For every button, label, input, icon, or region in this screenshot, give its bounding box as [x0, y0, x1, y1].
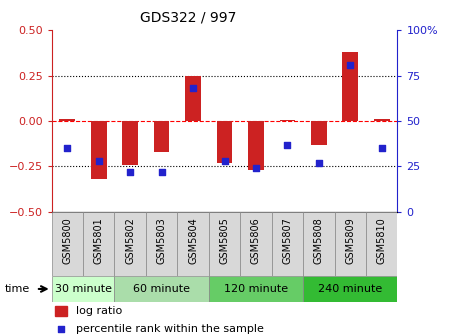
Bar — [209, 212, 240, 276]
Bar — [248, 121, 264, 170]
Point — [378, 145, 385, 151]
Text: GSM5800: GSM5800 — [62, 217, 72, 263]
Text: 120 minute: 120 minute — [224, 284, 288, 294]
Text: log ratio: log ratio — [76, 306, 122, 316]
Point — [127, 169, 134, 174]
Text: GSM5810: GSM5810 — [377, 217, 387, 263]
Text: GSM5801: GSM5801 — [94, 217, 104, 263]
Text: 30 minute: 30 minute — [55, 284, 111, 294]
Bar — [122, 121, 138, 165]
Bar — [52, 212, 83, 276]
Point — [95, 158, 102, 164]
Bar — [374, 119, 390, 121]
Text: GSM5808: GSM5808 — [314, 217, 324, 263]
Text: GSM5806: GSM5806 — [251, 217, 261, 263]
Bar — [83, 212, 114, 276]
Bar — [343, 52, 358, 121]
Bar — [279, 120, 295, 121]
Point — [347, 62, 354, 68]
Bar — [217, 121, 233, 163]
Text: 60 minute: 60 minute — [133, 284, 190, 294]
Point — [252, 165, 260, 171]
Bar — [303, 276, 397, 302]
Point — [64, 145, 71, 151]
Text: GDS322 / 997: GDS322 / 997 — [141, 10, 237, 24]
Bar — [91, 121, 107, 179]
Bar — [55, 306, 67, 316]
Bar — [335, 212, 366, 276]
Bar — [114, 276, 209, 302]
Point — [158, 169, 165, 174]
Text: time: time — [4, 284, 30, 294]
Text: percentile rank within the sample: percentile rank within the sample — [76, 324, 264, 334]
Text: 240 minute: 240 minute — [318, 284, 383, 294]
Bar — [114, 212, 146, 276]
Bar — [209, 276, 303, 302]
Bar — [311, 121, 327, 144]
Text: GSM5805: GSM5805 — [220, 217, 229, 264]
Point — [284, 142, 291, 147]
Bar — [240, 212, 272, 276]
Bar — [366, 212, 397, 276]
Point — [58, 326, 65, 331]
Text: GSM5802: GSM5802 — [125, 217, 135, 264]
Point — [315, 160, 322, 165]
Bar — [154, 121, 170, 152]
Bar — [177, 212, 209, 276]
Bar — [59, 119, 75, 121]
Bar — [146, 212, 177, 276]
Text: GSM5804: GSM5804 — [188, 217, 198, 263]
Bar — [185, 76, 201, 121]
Text: GSM5809: GSM5809 — [345, 217, 355, 263]
Point — [189, 86, 197, 91]
Bar — [272, 212, 303, 276]
Bar — [303, 212, 335, 276]
Point — [221, 158, 228, 164]
Text: GSM5807: GSM5807 — [282, 217, 292, 264]
Text: GSM5803: GSM5803 — [157, 217, 167, 263]
Bar — [52, 276, 114, 302]
